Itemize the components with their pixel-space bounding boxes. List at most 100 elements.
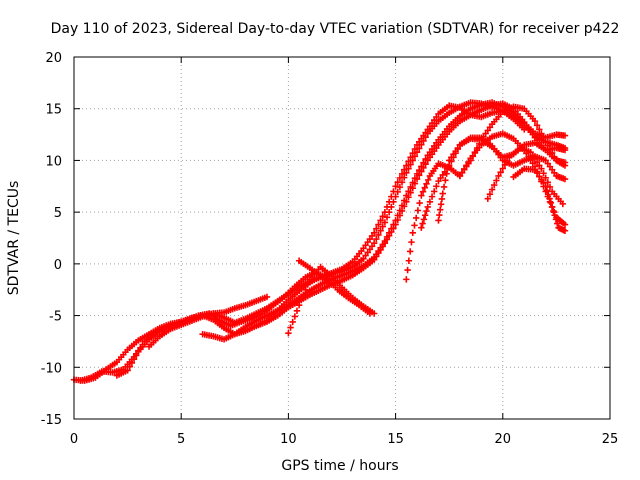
data-point — [493, 177, 500, 184]
data-point — [418, 168, 425, 175]
data-point — [418, 141, 425, 148]
data-point — [436, 206, 444, 213]
data-point — [396, 212, 404, 219]
data-point — [548, 203, 556, 211]
data-point — [422, 160, 429, 168]
x-tick-label: 10 — [280, 432, 297, 447]
data-point — [415, 145, 423, 152]
data-point — [422, 134, 429, 141]
data-point — [409, 184, 416, 192]
data-point — [533, 158, 541, 166]
data-point — [409, 157, 416, 164]
data-point — [379, 243, 386, 250]
data-point — [407, 189, 414, 196]
data-point — [439, 190, 446, 197]
data-point — [420, 216, 428, 223]
data-point — [388, 203, 395, 211]
data-point — [550, 207, 557, 215]
data-point — [370, 310, 378, 317]
data-point — [484, 195, 491, 202]
chart-title: Day 110 of 2023, Sidereal Day-to-day VTE… — [51, 21, 620, 37]
data-point — [405, 165, 412, 172]
data-point — [287, 324, 294, 331]
data-point — [561, 221, 569, 228]
data-point — [132, 352, 140, 359]
data-point — [394, 188, 401, 196]
data-point — [405, 194, 412, 201]
data-point — [415, 172, 423, 179]
series-arc-13 — [484, 144, 567, 208]
data-point — [538, 130, 545, 137]
data-point — [435, 217, 442, 224]
data-point — [373, 235, 380, 243]
data-point — [419, 220, 426, 227]
data-point — [124, 367, 131, 374]
data-point — [465, 158, 472, 166]
data-point — [375, 221, 382, 228]
data-point — [408, 238, 415, 246]
data-point — [398, 207, 406, 215]
x-tick-label: 5 — [177, 432, 185, 447]
data-point — [370, 239, 378, 247]
data-point — [546, 195, 553, 202]
data-point — [423, 207, 430, 215]
data-point — [442, 177, 449, 184]
data-point — [444, 163, 452, 171]
data-point — [521, 126, 528, 133]
data-point — [379, 223, 386, 230]
data-point — [488, 186, 496, 193]
y-tick-label: -5 — [49, 310, 62, 325]
data-point — [421, 212, 429, 219]
data-point — [419, 188, 427, 195]
data-point — [293, 307, 301, 315]
data-point — [561, 132, 569, 139]
data-point — [424, 203, 431, 211]
data-point — [128, 359, 136, 367]
data-point — [527, 148, 534, 156]
data-point — [126, 363, 133, 370]
x-tick-label: 15 — [387, 432, 404, 447]
data-point — [416, 199, 423, 207]
data-point — [421, 184, 428, 191]
data-point — [130, 356, 138, 363]
y-tick-label: 0 — [54, 258, 62, 273]
data-point — [396, 183, 404, 191]
data-point — [400, 203, 408, 210]
x-tick-label: 0 — [70, 432, 78, 447]
data-point — [461, 165, 468, 173]
data-point — [561, 146, 569, 154]
data-point — [412, 214, 420, 222]
data-point — [381, 219, 389, 226]
data-point — [375, 231, 382, 239]
data-point — [543, 187, 551, 194]
data-point — [375, 249, 382, 257]
data-point — [533, 169, 541, 177]
data-point — [525, 153, 532, 160]
data-point — [499, 165, 506, 172]
data-point — [533, 122, 541, 129]
y-tick-label: 5 — [54, 206, 62, 221]
data-point — [385, 232, 393, 239]
data-point — [531, 155, 539, 162]
x-tick-label: 25 — [602, 432, 619, 447]
data-point — [406, 248, 414, 255]
data-point — [423, 180, 430, 188]
y-axis-label: SDTVAR / TECUs — [6, 181, 22, 296]
data-point — [405, 257, 413, 264]
data-point — [383, 214, 391, 221]
data-point — [414, 207, 422, 214]
data-point — [456, 172, 464, 180]
y-tick-label: 10 — [45, 154, 62, 169]
data-point — [394, 216, 401, 224]
data-point — [527, 156, 534, 164]
data-point — [531, 117, 539, 125]
data-point — [400, 174, 408, 181]
data-point — [551, 212, 558, 219]
data-point — [377, 227, 384, 234]
data-point — [529, 160, 537, 167]
x-tick-label: 20 — [495, 432, 512, 447]
data-point — [377, 246, 384, 253]
data-point — [413, 175, 421, 183]
data-point — [392, 221, 399, 228]
